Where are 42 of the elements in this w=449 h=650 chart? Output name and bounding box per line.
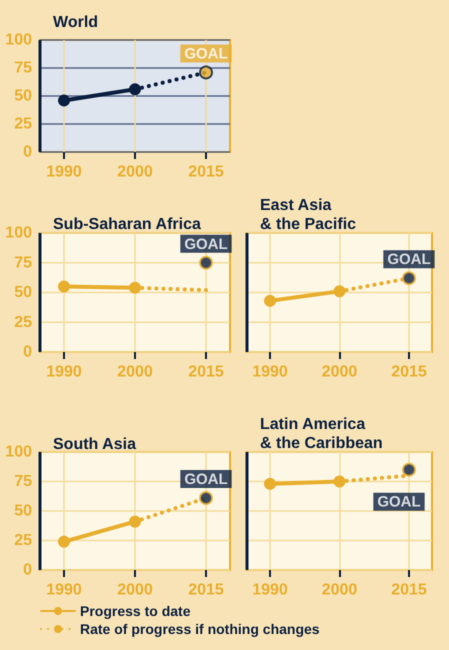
- chart-title: Sub-Saharan Africa: [53, 216, 201, 233]
- x-tick-label: 2000: [117, 364, 153, 380]
- y-tick-label: 75: [14, 254, 32, 272]
- annotation: GOAL: [184, 45, 228, 62]
- chart-title: South Asia: [53, 436, 136, 453]
- y-tick-label: 100: [5, 224, 32, 242]
- chart-title: World: [53, 14, 98, 31]
- x-tick-label: 2015: [391, 582, 427, 598]
- x-tick-label: 2015: [391, 364, 427, 380]
- annotation: GOAL: [184, 236, 228, 253]
- y-tick-label: 25: [14, 532, 32, 549]
- x-tick-label: 2000: [117, 582, 153, 598]
- x-tick-label: 2015: [188, 582, 224, 598]
- annotation: GOAL: [387, 251, 431, 268]
- y-tick-label: 0: [23, 562, 32, 578]
- x-tick-label: 2015: [188, 364, 224, 380]
- y-tick-label: 50: [14, 88, 32, 104]
- y-tick-label: 0: [23, 344, 32, 360]
- annotation: GOAL: [184, 471, 228, 488]
- legend-label: Rate of progress if nothing changes: [80, 621, 320, 637]
- x-tick-label: 2015: [188, 164, 224, 180]
- y-tick-label: 25: [14, 314, 32, 331]
- y-tick-label: 50: [14, 284, 32, 301]
- x-tick-label: 2000: [117, 164, 153, 180]
- y-tick-label: 25: [14, 116, 32, 132]
- x-tick-label: 1990: [46, 582, 82, 598]
- x-tick-label: 1990: [46, 164, 82, 180]
- y-tick-label: 100: [5, 444, 32, 460]
- y-tick-label: 75: [14, 60, 32, 76]
- x-tick-label: 2000: [322, 364, 358, 380]
- y-tick-label: 100: [5, 32, 32, 48]
- x-tick-label: 1990: [252, 582, 288, 598]
- x-tick-label: 2000: [322, 582, 358, 598]
- y-tick-label: 75: [14, 473, 32, 490]
- legend-label: Progress to date: [80, 603, 191, 619]
- x-tick-label: 1990: [252, 364, 288, 380]
- annotation: GOAL: [377, 494, 421, 511]
- chart-title: East Asia & the Pacific: [260, 197, 356, 233]
- x-tick-label: 1990: [46, 364, 82, 380]
- y-tick-label: 0: [23, 144, 32, 160]
- y-tick-label: 50: [14, 502, 32, 520]
- chart-title: Latin America & the Caribbean: [260, 416, 383, 452]
